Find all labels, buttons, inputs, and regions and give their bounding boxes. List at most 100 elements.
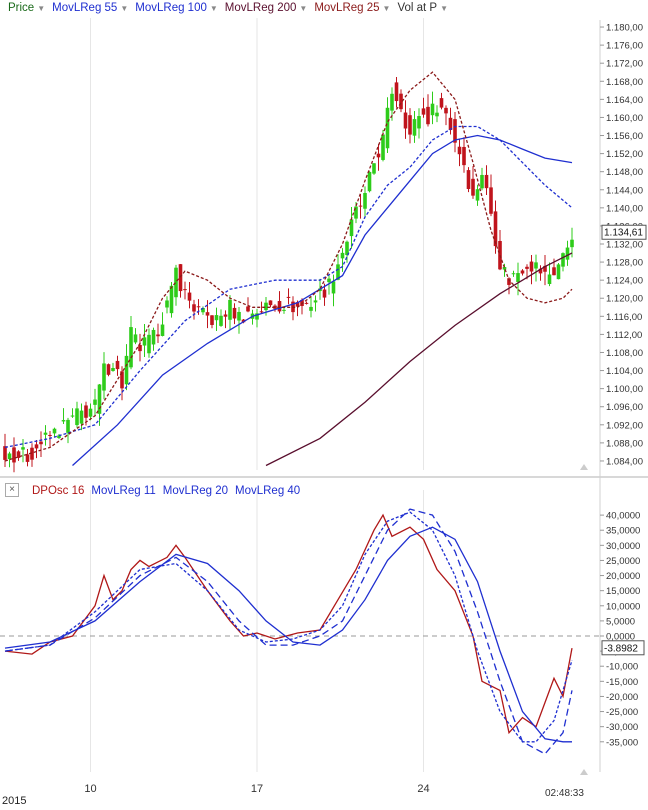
candle-body: [462, 146, 466, 166]
candle-body: [516, 273, 520, 282]
dropdown-caret-icon[interactable]: ▼: [440, 3, 449, 13]
candle-body: [403, 112, 408, 129]
candle-body: [439, 98, 444, 108]
candle-body: [210, 315, 214, 325]
candle-body: [327, 278, 331, 283]
dropdown-caret-icon[interactable]: ▼: [37, 3, 46, 13]
candle-body: [426, 106, 430, 125]
osc-legend-item-3[interactable]: MovLReg 40: [235, 485, 300, 497]
osc-legend-item-2[interactable]: MovLReg 20: [163, 485, 228, 497]
osc-y-tick-label: -35,000: [606, 737, 638, 748]
current-osc-box: [601, 640, 645, 656]
candle-body: [259, 311, 264, 313]
osc-series-line: [4, 513, 573, 735]
candle-body: [124, 355, 129, 385]
candle-body: [444, 107, 448, 114]
candle-body: [390, 93, 394, 111]
candle-body: [408, 115, 412, 135]
candle-body: [295, 302, 300, 307]
price-legend-item-2[interactable]: MovLReg 100 ▼: [135, 2, 218, 14]
price-y-tick-label: 1.132,00: [606, 240, 643, 251]
candle-body: [304, 302, 309, 304]
price-y-tick-label: 1.128,00: [606, 258, 643, 269]
osc-legend-label: MovLReg 20: [162, 485, 228, 497]
price-legend: Price ▼ MovLReg 55 ▼ MovLReg 100 ▼ MovLReg 200…: [8, 0, 455, 16]
candle-body: [97, 384, 102, 414]
oscillator-grid: [0, 490, 600, 772]
x-tick-label: 24: [417, 783, 429, 795]
candle-body: [511, 273, 516, 275]
price-legend-label: MovLReg 100: [135, 2, 207, 14]
candle-body: [498, 240, 502, 270]
candle-body: [435, 112, 439, 117]
price-legend-label: MovLReg 55: [52, 2, 118, 14]
price-legend-label: Price: [8, 2, 35, 14]
candle-body: [529, 261, 534, 272]
osc-legend-item-1[interactable]: MovLReg 11: [91, 485, 155, 497]
candle-body: [25, 454, 30, 462]
price-y-tick-label: 1.120,00: [606, 294, 643, 305]
oscillator-plot: [4, 508, 573, 755]
osc-y-tick-label: -15,000: [606, 677, 638, 688]
price-y-tick-label: 1.124,00: [606, 276, 643, 287]
price-y-tick-label: 1.180,00: [606, 23, 643, 34]
candle-body: [552, 267, 556, 276]
dropdown-caret-icon[interactable]: ▼: [120, 3, 129, 13]
price-plot: [3, 71, 574, 473]
price-y-tick-label: 1.164,00: [606, 95, 643, 106]
candle-body: [543, 265, 547, 272]
candle-body: [502, 267, 507, 270]
candle-body: [16, 451, 21, 458]
time-label: 02:48:33: [545, 788, 584, 799]
price-legend-item-0[interactable]: Price ▼: [8, 2, 45, 14]
osc-legend-label: MovLReg 40: [235, 485, 301, 497]
price-series-line: [4, 125, 573, 449]
scroll-marker-icon[interactable]: [580, 464, 588, 470]
candle-body: [255, 313, 259, 320]
osc-y-tick-label: 35,0000: [606, 526, 640, 537]
osc-y-tick-label: -30,000: [606, 722, 638, 733]
close-panel-button[interactable]: ×: [5, 483, 19, 497]
candle-body: [525, 266, 529, 269]
candle-body: [313, 300, 318, 303]
candle-body: [421, 108, 426, 115]
osc-y-tick-label: -10,000: [606, 662, 638, 673]
price-legend-item-4[interactable]: MovLReg 25 ▼: [314, 2, 390, 14]
dropdown-caret-icon[interactable]: ▼: [299, 3, 308, 13]
candle-body: [43, 432, 48, 435]
candle-body: [385, 107, 390, 149]
price-legend-item-1[interactable]: MovLReg 55 ▼: [52, 2, 128, 14]
dropdown-caret-icon[interactable]: ▼: [382, 3, 391, 13]
price-y-tick-label: 1.116,00: [606, 312, 642, 323]
candle-body: [7, 453, 12, 460]
candle-body: [534, 262, 538, 269]
candle-body: [3, 446, 7, 460]
candle-body: [169, 285, 174, 314]
osc-series-line: [4, 508, 573, 755]
candle-body: [205, 312, 210, 316]
price-y-tick-label: 1.172,00: [606, 59, 643, 70]
candle-body: [228, 299, 232, 320]
candle-body: [448, 117, 453, 131]
scroll-marker-icon-2[interactable]: [580, 769, 588, 775]
price-legend-item-3[interactable]: MovLReg 200 ▼: [225, 2, 308, 14]
candle-body: [120, 371, 124, 389]
axes: 10 17 24 1.084,00 1.088,00 1.092,00 1.096,00 1.…: [84, 23, 647, 795]
osc-legend-item-0[interactable]: DPOsc 16: [32, 485, 84, 497]
price-y-tick-label: 1.104,00: [606, 366, 643, 377]
osc-y-tick-label: 5,0000: [606, 616, 635, 627]
price-legend-item-5[interactable]: Vol at P ▼: [397, 2, 448, 14]
candle-body: [142, 337, 147, 346]
candle-body: [12, 447, 16, 463]
dropdown-caret-icon[interactable]: ▼: [209, 3, 218, 13]
price-y-tick-label: 1.096,00: [606, 402, 643, 413]
candle-body: [214, 315, 219, 321]
candle-body: [196, 306, 201, 308]
candle-body: [493, 211, 498, 247]
candle-body: [507, 278, 511, 285]
candle-body: [93, 399, 97, 405]
price-y-tick-label: 1.152,00: [606, 149, 643, 160]
price-y-tick-label: 1.140,00: [606, 203, 643, 214]
price-y-tick-label: 1.160,00: [606, 113, 643, 124]
candle-body: [399, 93, 403, 110]
